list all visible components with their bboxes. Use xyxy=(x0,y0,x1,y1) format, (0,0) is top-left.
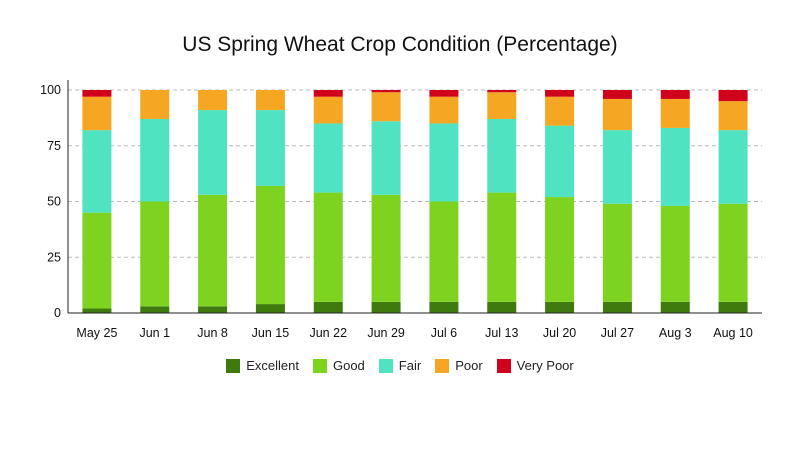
bar-segment-good xyxy=(140,201,170,307)
bar-segment-very-poor xyxy=(545,90,575,97)
y-tick-label: 100 xyxy=(40,83,61,97)
legend-label: Very Poor xyxy=(516,358,574,373)
legend-swatch xyxy=(435,358,450,373)
bar-segment-excellent xyxy=(313,301,343,313)
x-tick-label: Jun 15 xyxy=(252,326,290,340)
bar-segment-excellent xyxy=(140,306,170,313)
bar-segment-poor xyxy=(140,90,170,119)
bar-segment-very-poor xyxy=(660,90,690,99)
y-tick-label: 0 xyxy=(54,306,61,320)
legend-label: Good xyxy=(332,358,365,373)
bar-segment-excellent xyxy=(718,301,748,313)
bar-segment-very-poor xyxy=(487,90,517,93)
bar-segment-excellent xyxy=(429,301,459,313)
bar-segment-good xyxy=(660,205,690,302)
legend-swatch xyxy=(226,358,241,373)
bar-segment-poor xyxy=(255,90,285,111)
x-tick-label: Jun 8 xyxy=(197,326,228,340)
bar-segment-excellent xyxy=(371,301,401,313)
legend-item-poor: Poor xyxy=(435,358,483,373)
bar-segment-fair xyxy=(718,130,748,204)
bars xyxy=(82,90,748,313)
bar-segment-fair xyxy=(602,130,632,204)
bar-segment-poor xyxy=(429,96,459,124)
y-tick-label: 25 xyxy=(47,250,61,264)
legend-label: Fair xyxy=(398,358,422,373)
bar-segment-excellent xyxy=(255,304,285,313)
bar-segment-good xyxy=(545,197,575,302)
bar-segment-poor xyxy=(545,96,575,126)
bar-segment-good xyxy=(602,203,632,302)
bar-segment-fair xyxy=(140,118,170,202)
x-tick-label: Jun 1 xyxy=(139,326,170,340)
bar-segment-good xyxy=(718,203,748,302)
bar-segment-good xyxy=(198,194,228,307)
x-tick-label: May 25 xyxy=(76,326,117,340)
y-tick-label: 50 xyxy=(47,195,61,209)
bar-segment-fair xyxy=(255,110,285,186)
bar-segment-good xyxy=(82,212,112,309)
bar-segment-fair xyxy=(429,123,459,202)
x-tick-label: Aug 3 xyxy=(659,326,692,340)
bar-segment-good xyxy=(429,201,459,302)
x-tick-label: Jun 22 xyxy=(309,326,347,340)
legend-item-very-poor: Very Poor xyxy=(496,358,574,373)
legend-item-fair: Fair xyxy=(378,358,422,373)
bar-segment-fair xyxy=(82,130,112,213)
bar-segment-fair xyxy=(198,110,228,195)
bar-segment-very-poor xyxy=(602,90,632,99)
legend-item-good: Good xyxy=(312,358,365,373)
bar-segment-very-poor xyxy=(718,90,748,102)
x-tick-label: Jul 13 xyxy=(485,326,518,340)
x-tick-label: Jul 6 xyxy=(431,326,457,340)
bar-segment-poor xyxy=(487,92,517,119)
bar-segment-good xyxy=(371,194,401,302)
bar-segment-good xyxy=(255,185,285,305)
x-tick-label: Jul 27 xyxy=(601,326,634,340)
bar-segment-excellent xyxy=(487,301,517,313)
legend-label: Poor xyxy=(455,358,483,373)
bar-segment-poor xyxy=(82,96,112,131)
bar-segment-poor xyxy=(718,101,748,131)
bar-segment-excellent xyxy=(660,301,690,313)
y-tick-label: 75 xyxy=(47,139,61,153)
bar-segment-fair xyxy=(660,127,690,206)
chart-title: US Spring Wheat Crop Condition (Percenta… xyxy=(182,33,618,56)
bar-segment-excellent xyxy=(82,308,112,313)
legend: Excellent Good Fair Poor Very Poor xyxy=(0,358,800,373)
bar-segment-poor xyxy=(371,92,401,122)
x-tick-label: Jun 29 xyxy=(367,326,405,340)
bar-segment-excellent xyxy=(602,301,632,313)
bar-segment-poor xyxy=(198,90,228,111)
axes xyxy=(67,80,762,314)
bar-segment-very-poor xyxy=(82,90,112,97)
bar-segment-poor xyxy=(602,98,632,131)
legend-swatch xyxy=(496,358,511,373)
legend-swatch xyxy=(312,358,327,373)
bar-segment-good xyxy=(313,192,343,302)
legend-swatch xyxy=(378,358,393,373)
grid-lines xyxy=(68,89,762,258)
bar-segment-good xyxy=(487,192,517,302)
x-tick-label: Aug 10 xyxy=(713,326,753,340)
legend-label: Excellent xyxy=(246,358,299,373)
bar-segment-excellent xyxy=(198,306,228,313)
bar-segment-very-poor xyxy=(371,90,401,93)
bar-segment-fair xyxy=(487,118,517,193)
bar-segment-fair xyxy=(313,123,343,193)
x-tick-label: Jul 20 xyxy=(543,326,576,340)
bar-segment-poor xyxy=(313,96,343,124)
bar-segment-poor xyxy=(660,98,690,128)
legend-item-excellent: Excellent xyxy=(226,358,299,373)
bar-segment-excellent xyxy=(545,301,575,313)
tick-labels: 0 25 50 75 100 May 25 Jun 1 Jun 8 Jun 15 Jun 22 Ju… xyxy=(40,83,753,340)
bar-segment-very-poor xyxy=(429,90,459,97)
bar-segment-fair xyxy=(371,121,401,195)
bar-segment-very-poor xyxy=(313,90,343,97)
bar-segment-fair xyxy=(545,125,575,198)
